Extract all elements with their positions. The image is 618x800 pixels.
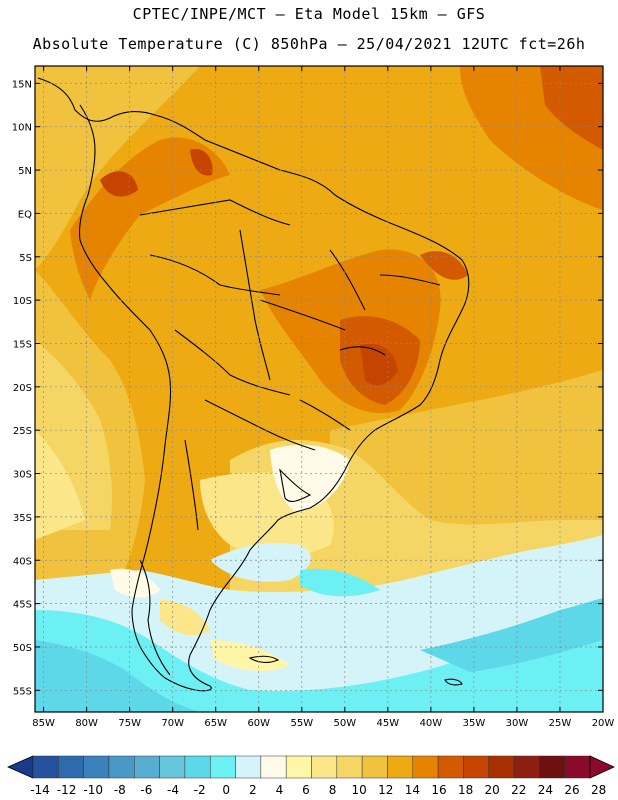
colorbar-label: -4: [167, 783, 179, 797]
lon-label: 35W: [463, 718, 486, 729]
colorbar-swatch: [488, 755, 515, 779]
lon-label: 30W: [506, 718, 529, 729]
colorbar-swatch: [159, 755, 186, 779]
lon-label: 75W: [118, 718, 141, 729]
colorbar-label: 4: [276, 783, 284, 797]
colorbar-max-arrow: [589, 755, 615, 779]
colorbar-label: -6: [140, 783, 152, 797]
colorbar-label: -8: [114, 783, 126, 797]
colorbar-label: -10: [83, 783, 103, 797]
colorbar-swatch: [108, 755, 135, 779]
colorbar-label: 6: [302, 783, 310, 797]
colorbar-label: 24: [538, 783, 553, 797]
lon-label: 40W: [420, 718, 443, 729]
colorbar-label: 16: [431, 783, 446, 797]
colorbar-swatch: [209, 755, 236, 779]
lat-label: 10S: [13, 296, 32, 307]
colorbar-swatch: [564, 755, 591, 779]
lat-label: 5N: [18, 166, 32, 177]
lon-label: 60W: [247, 718, 270, 729]
colorbar-swatch: [336, 755, 363, 779]
lon-label: 70W: [161, 718, 184, 729]
temperature-field: [35, 66, 603, 712]
colorbar-swatch: [285, 755, 312, 779]
longitude-labels: 85W 80W 75W 70W 65W 60W 55W 50W 45W 40W 35W 30W 25W 2…: [32, 718, 614, 729]
colorbar-label: 0: [222, 783, 230, 797]
lat-label: 10N: [12, 123, 32, 134]
colorbar-swatch: [83, 755, 110, 779]
colorbar-swatch: [235, 755, 262, 779]
colorbar-label: 20: [485, 783, 500, 797]
lat-label: 45S: [13, 600, 32, 611]
colorbar-label: 10: [352, 783, 367, 797]
lat-label: 40S: [13, 556, 32, 567]
colorbar-min-arrow: [7, 755, 34, 779]
colorbar-label: -14: [30, 783, 50, 797]
lat-label: 30S: [13, 470, 32, 481]
map-frame: [34, 65, 604, 713]
colorbar-swatch: [134, 755, 160, 779]
lat-label: 15N: [12, 79, 32, 90]
latitude-labels: 15N 10N 5N EQ 5S 10S 15S 20S 25S 30S 35S 40S 45S 50S 5…: [12, 79, 32, 697]
axis-ticks: [35, 66, 604, 712]
lon-label: 65W: [204, 718, 227, 729]
lat-label: 20S: [13, 383, 32, 394]
lat-label: EQ: [18, 209, 32, 220]
colorbar-label: 22: [511, 783, 526, 797]
colorbar-label: 18: [458, 783, 473, 797]
colorbar-label: 2: [249, 783, 257, 797]
lon-label: 50W: [334, 718, 357, 729]
colorbar-swatch: [32, 755, 59, 779]
colorbar-swatch: [513, 755, 540, 779]
colorbar-swatch: [361, 755, 388, 779]
map-title-line2: Absolute Temperature (C) 850hPa – 25/04/…: [32, 35, 586, 53]
lon-label: 80W: [75, 718, 98, 729]
colorbar-label: -2: [194, 783, 206, 797]
map-title-line1: CPTEC/INPE/MCT – Eta Model 15km – GFS: [132, 5, 486, 23]
colorbar-swatch: [412, 755, 439, 779]
colorbar-label: 12: [378, 783, 393, 797]
colorbar-label: 8: [329, 783, 337, 797]
lat-label: 55S: [13, 686, 32, 697]
colorbar-label: -12: [57, 783, 77, 797]
colorbar-labels: -14 -12 -10 -8 -6 -4 -2 0 2 4 6 8 10 12 14 16 18 20 22 24 26…: [30, 783, 606, 797]
colorbar-swatch: [58, 755, 84, 779]
lon-label: 55W: [290, 718, 313, 729]
coastlines: [37, 77, 470, 692]
lon-label: 85W: [32, 718, 55, 729]
colorbar: [7, 755, 615, 779]
colorbar-label: 14: [405, 783, 420, 797]
colorbar-swatch: [311, 755, 338, 779]
colorbar-swatch: [387, 755, 414, 779]
colorbar-swatch: [539, 755, 565, 779]
lat-label: 50S: [13, 643, 32, 654]
lat-label: 25S: [13, 426, 32, 437]
lat-label: 5S: [19, 253, 32, 264]
colorbar-swatch: [184, 755, 211, 779]
lon-label: 25W: [549, 718, 572, 729]
colorbar-swatch: [260, 755, 287, 779]
colorbar-swatch: [463, 755, 489, 779]
colorbar-label: 28: [591, 783, 606, 797]
lon-label: 45W: [377, 718, 400, 729]
lat-label: 35S: [13, 513, 32, 524]
lon-label: 20W: [592, 718, 615, 729]
lat-label: 15S: [13, 339, 32, 350]
colorbar-swatch: [437, 755, 464, 779]
colorbar-label: 26: [564, 783, 579, 797]
